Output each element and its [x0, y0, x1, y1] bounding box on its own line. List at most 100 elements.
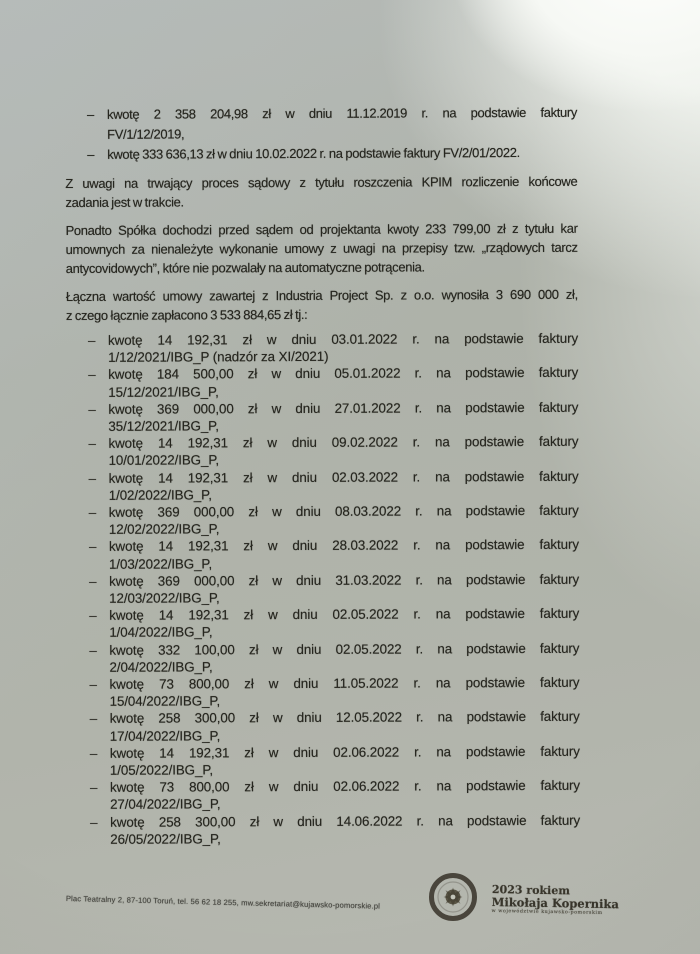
logo-line-name: Mikołaja Kopernika: [491, 894, 620, 911]
intro-payment-line1: kwotę 2 358 204,98 zł w dniu 11.12.2019 …: [107, 104, 578, 122]
payment-item: – kwotę 184 500,00 zł w dniu 05.01.2022 …: [88, 364, 578, 401]
payment-item: – kwotę 73 800,00 zł w dniu 02.06.2022 r…: [90, 777, 580, 814]
payment-item: – kwotę 258 300,00 zł w dniu 14.06.2022 …: [90, 811, 580, 848]
payment-item: – kwotę 73 800,00 zł w dniu 11.05.2022 r…: [89, 674, 579, 711]
paragraph-line: z czego łącznie zapłacono 3 533 884,65 z…: [65, 306, 308, 323]
bullet-dash: –: [89, 676, 97, 692]
payment-text: kwotę 14 192,31 zł w dniu 28.03.2022 r. …: [109, 536, 579, 572]
payment-line1: kwotę 369 000,00 zł w dniu 08.03.2022 r.…: [108, 502, 579, 520]
payment-line1: kwotę 369 000,00 zł w dniu 27.01.2022 r.…: [108, 399, 579, 417]
payment-line1: kwotę 258 300,00 zł w dniu 12.05.2022 r.…: [109, 709, 580, 727]
payment-line2: 1/03/2022/IBG_P,: [108, 556, 213, 572]
payment-text: kwotę 258 300,00 zł w dniu 12.05.2022 r.…: [110, 708, 580, 744]
payment-line1: kwotę 14 192,31 zł w dniu 09.02.2022 r. …: [108, 433, 579, 452]
payment-text: kwotę 14 192,31 zł w dniu 09.02.2022 r. …: [108, 433, 578, 469]
payment-text: kwotę 258 300,00 zł w dniu 14.06.2022 r.…: [110, 811, 580, 847]
astrolabe-ring-icon: [429, 873, 477, 921]
intro-payment-line1: kwotę 333 636,13 zł w dniu 10.02.2022 r.…: [107, 145, 520, 162]
payment-line1: kwotę 14 192,31 zł w dniu 02.06.2022 r. …: [109, 743, 580, 761]
paragraph-line: zadania jest w trakcie.: [65, 194, 184, 210]
bullet-dash: –: [88, 367, 96, 383]
payment-line2: 12/03/2022/IBG_P,: [109, 590, 220, 606]
payment-item: – kwotę 14 192,31 zł w dniu 02.05.2022 r…: [89, 605, 579, 642]
paragraph-penalties-claim: Ponadto Spółka dochodzi przed sądem od p…: [66, 219, 578, 278]
bullet-dash: –: [88, 539, 97, 555]
footer-address: Plac Teatralny 2, 87-100 Toruń, tel. 56 …: [65, 894, 381, 911]
bullet-dash: –: [89, 608, 97, 624]
payment-text: kwotę 73 800,00 zł w dniu 02.06.2022 r. …: [110, 777, 580, 813]
paragraph-line: antycovidowych”, które nie pozwalały na …: [65, 259, 425, 276]
payment-text: kwotę 14 192,31 zł w dniu 03.01.2022 r. …: [108, 330, 578, 366]
payments-list: – kwotę 14 192,31 zł w dniu 03.01.2022 r…: [88, 330, 580, 848]
payment-text: kwotę 184 500,00 zł w dniu 05.01.2022 r.…: [108, 364, 578, 400]
payment-line2: 26/05/2022/IBG_P,: [110, 831, 221, 847]
document-body: – kwotę 2 358 204,98 zł w dniu 11.12.201…: [65, 103, 580, 848]
bullet-dash: –: [89, 642, 97, 658]
payment-line2: 10/01/2022/IBG_P,: [108, 452, 220, 469]
bullet-dash: –: [87, 332, 96, 348]
payment-item: – kwotę 369 000,00 zł w dniu 31.03.2022 …: [89, 571, 579, 608]
payment-text: kwotę 14 192,31 zł w dniu 02.05.2022 r. …: [109, 605, 579, 641]
payment-line2: 17/04/2022/IBG_P,: [109, 728, 221, 744]
bullet-dash: –: [88, 436, 96, 452]
bullet-dash: –: [90, 814, 98, 830]
payment-item: – kwotę 14 192,31 zł w dniu 28.03.2022 r…: [89, 536, 579, 573]
intro-payments-list: – kwotę 2 358 204,98 zł w dniu 11.12.201…: [87, 103, 577, 165]
payment-item: – kwotę 14 192,31 zł w dniu 09.02.2022 r…: [88, 433, 578, 470]
paragraph-line: Łączna wartość umowy zawartej z Industri…: [65, 286, 578, 304]
payment-line2: 15/04/2022/IBG_P,: [109, 693, 221, 710]
bullet-dash: –: [87, 106, 94, 122]
payment-text: kwotę 369 000,00 zł w dniu 08.03.2022 r.…: [109, 502, 579, 538]
bullet-dash: –: [89, 711, 98, 727]
bullet-dash: –: [89, 573, 97, 589]
payment-line1: kwotę 184 500,00 zł w dniu 05.01.2022 r.…: [108, 365, 579, 383]
payment-text: kwotę 14 192,31 zł w dniu 02.06.2022 r. …: [110, 743, 580, 779]
payment-line2: 1/05/2022/IBG_P,: [109, 762, 214, 778]
payment-line2: 1/04/2022/IBG_P,: [109, 624, 213, 641]
payment-item: – kwotę 14 192,31 zł w dniu 03.01.2022 r…: [88, 330, 578, 367]
bullet-dash: –: [88, 401, 96, 417]
payment-text: kwotę 369 000,00 zł w dniu 31.03.2022 r.…: [109, 571, 579, 607]
payment-line2: 15/12/2021/IBG_P,: [108, 383, 219, 400]
payment-line2: 1/02/2022/IBG_P,: [108, 487, 212, 503]
bullet-dash: –: [87, 146, 95, 162]
payment-text: kwotę 332 100,00 zł w dniu 02.05.2022 r.…: [109, 639, 579, 675]
payment-item: – kwotę 369 000,00 zł w dniu 27.01.2022 …: [88, 399, 578, 436]
payment-item: – kwotę 14 192,31 zł w dniu 02.03.2022 r…: [89, 467, 579, 504]
paragraph-line: Ponadto Spółka dochodzi przed sądem od p…: [65, 220, 578, 238]
payment-line2: 2/04/2022/IBG_P,: [109, 659, 213, 675]
payment-line1: kwotę 332 100,00 zł w dniu 02.05.2022 r.…: [109, 640, 580, 658]
payment-line2: 1/12/2021/IBG_P (nadzór za XI/2021): [108, 349, 329, 366]
bullet-dash: –: [89, 745, 98, 761]
intro-payment-item: – kwotę 2 358 204,98 zł w dniu 11.12.201…: [87, 103, 577, 145]
payment-line1: kwotę 73 800,00 zł w dniu 02.06.2022 r. …: [109, 778, 581, 796]
payment-line2: 27/04/2022/IBG_P,: [110, 796, 221, 813]
bullet-dash: –: [89, 780, 98, 796]
payment-line1: kwotę 14 192,31 zł w dniu 03.01.2022 r. …: [107, 330, 579, 348]
payment-line1: kwotę 369 000,00 zł w dniu 31.03.2022 r.…: [109, 571, 580, 589]
payment-line2: 35/12/2021/IBG_P,: [108, 418, 219, 434]
payment-line1: kwotę 73 800,00 zł w dniu 11.05.2022 r. …: [109, 674, 580, 692]
payment-text: kwotę 14 192,31 zł w dniu 02.03.2022 r. …: [109, 467, 579, 503]
copernicus-year-logo: 2023 rokiem Mikołaja Kopernika w wojewód…: [428, 868, 678, 938]
logo-text: 2023 rokiem Mikołaja Kopernika w wojewód…: [491, 883, 620, 916]
intro-payment-line2: FV/1/12/2019,: [107, 126, 185, 142]
paragraph-contract-total: Łączna wartość umowy zawartej z Industri…: [66, 285, 578, 325]
payment-line1: kwotę 258 300,00 zł w dniu 14.06.2022 r.…: [110, 812, 581, 830]
payment-line1: kwotę 14 192,31 zł w dniu 02.05.2022 r. …: [109, 606, 580, 624]
intro-payment-item: – kwotę 333 636,13 zł w dniu 10.02.2022 …: [87, 143, 577, 165]
intro-payment-text: kwotę 2 358 204,98 zł w dniu 11.12.2019 …: [107, 103, 577, 145]
payment-item: – kwotę 369 000,00 zł w dniu 08.03.2022 …: [89, 502, 579, 539]
payment-item: – kwotę 258 300,00 zł w dniu 12.05.2022 …: [90, 708, 580, 745]
payment-line2: 12/02/2022/IBG_P,: [108, 521, 220, 538]
payment-text: kwotę 73 800,00 zł w dniu 11.05.2022 r. …: [109, 674, 579, 710]
bullet-dash: –: [88, 504, 97, 520]
payment-item: – kwotę 14 192,31 zł w dniu 02.06.2022 r…: [90, 743, 580, 780]
paragraph-lawsuit-status: Z uwagi na trwający proces sądowy z tytu…: [65, 172, 577, 212]
bullet-dash: –: [88, 470, 97, 486]
payment-item: – kwotę 332 100,00 zł w dniu 02.05.2022 …: [89, 639, 579, 676]
payment-text: kwotę 369 000,00 zł w dniu 27.01.2022 r.…: [108, 399, 578, 435]
intro-payment-text: kwotę 333 636,13 zł w dniu 10.02.2022 r.…: [107, 143, 577, 165]
paragraph-line: Z uwagi na trwający proces sądowy z tytu…: [65, 173, 578, 191]
